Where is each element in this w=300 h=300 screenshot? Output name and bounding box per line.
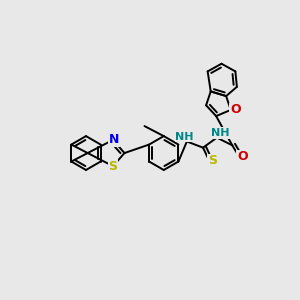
Text: O: O (237, 150, 247, 164)
Text: N: N (109, 134, 119, 146)
Text: S: S (208, 154, 217, 167)
Text: S: S (108, 160, 117, 172)
Text: NH: NH (175, 132, 194, 142)
Text: O: O (230, 103, 241, 116)
Text: NH: NH (211, 128, 229, 138)
